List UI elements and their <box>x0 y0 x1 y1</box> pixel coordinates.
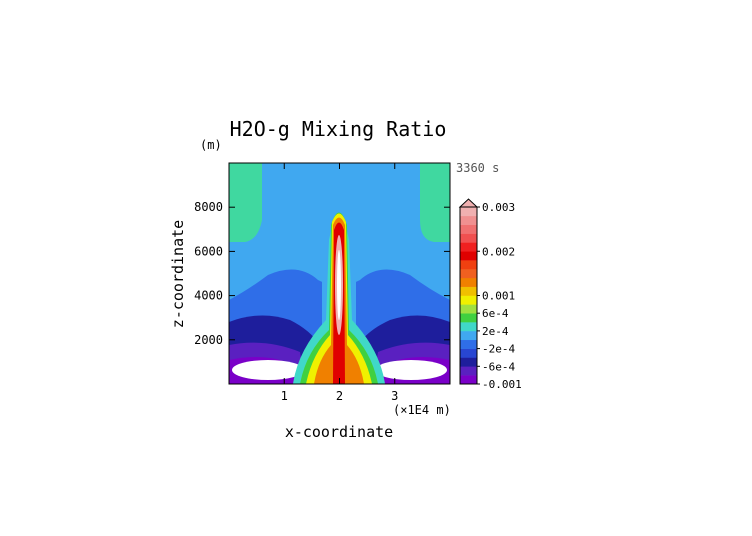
colorbar-tick-label: 6e-4 <box>482 307 509 320</box>
colorbar-band <box>460 322 477 332</box>
y-tick-label: 2000 <box>194 333 223 347</box>
colorbar-band <box>460 357 477 367</box>
colorbar-tick-label: -2e-4 <box>482 343 515 356</box>
colorbar-tick-label: 2e-4 <box>482 325 509 338</box>
colorbar-band <box>460 286 477 296</box>
colorbar-band <box>460 304 477 314</box>
colorbar-band <box>460 330 477 341</box>
colorbar-tick-label: 0.001 <box>482 290 515 303</box>
x-axis-label: x-coordinate <box>285 423 393 441</box>
colorbar-band <box>460 207 477 217</box>
colorbar-band <box>460 268 477 279</box>
colorbar-tick-label: -6e-4 <box>482 360 515 373</box>
y-tick-label: 8000 <box>194 200 223 214</box>
colorbar-band <box>460 251 477 261</box>
colorbar-band <box>460 348 477 358</box>
colorbar-band <box>460 339 477 349</box>
colorbar-tick-label: 0.002 <box>482 245 515 258</box>
x-tick-label: 1 <box>281 389 288 403</box>
colorbar-tick-label: 0.003 <box>482 201 515 214</box>
colorbar-band <box>460 375 477 385</box>
colorbar-tick-label: -0.001 <box>482 378 522 391</box>
y-axis-label: z-coordinate <box>169 220 187 328</box>
colorbar-band <box>460 277 477 287</box>
y-tick-label: 4000 <box>194 289 223 303</box>
x-tick-label: 3 <box>391 389 398 403</box>
contour-field <box>229 163 450 384</box>
colorbar-band <box>460 313 477 323</box>
y-unit: (m) <box>200 138 222 152</box>
colorbar-band <box>460 233 477 243</box>
colorbar-band <box>460 260 477 270</box>
x-unit: (×1E4 m) <box>393 403 451 417</box>
y-tick-label: 6000 <box>194 244 223 258</box>
colorbar-band <box>460 224 477 234</box>
chart-title: H2O-g Mixing Ratio <box>230 117 447 141</box>
colorbar-band <box>460 242 477 252</box>
colorbar-extension <box>458 198 479 208</box>
time-label: 3360 s <box>456 161 499 175</box>
colorbar-band <box>460 366 477 376</box>
colorbar-band <box>460 215 477 225</box>
colorbar-band <box>460 295 477 305</box>
x-tick-label: 2 <box>336 389 343 403</box>
